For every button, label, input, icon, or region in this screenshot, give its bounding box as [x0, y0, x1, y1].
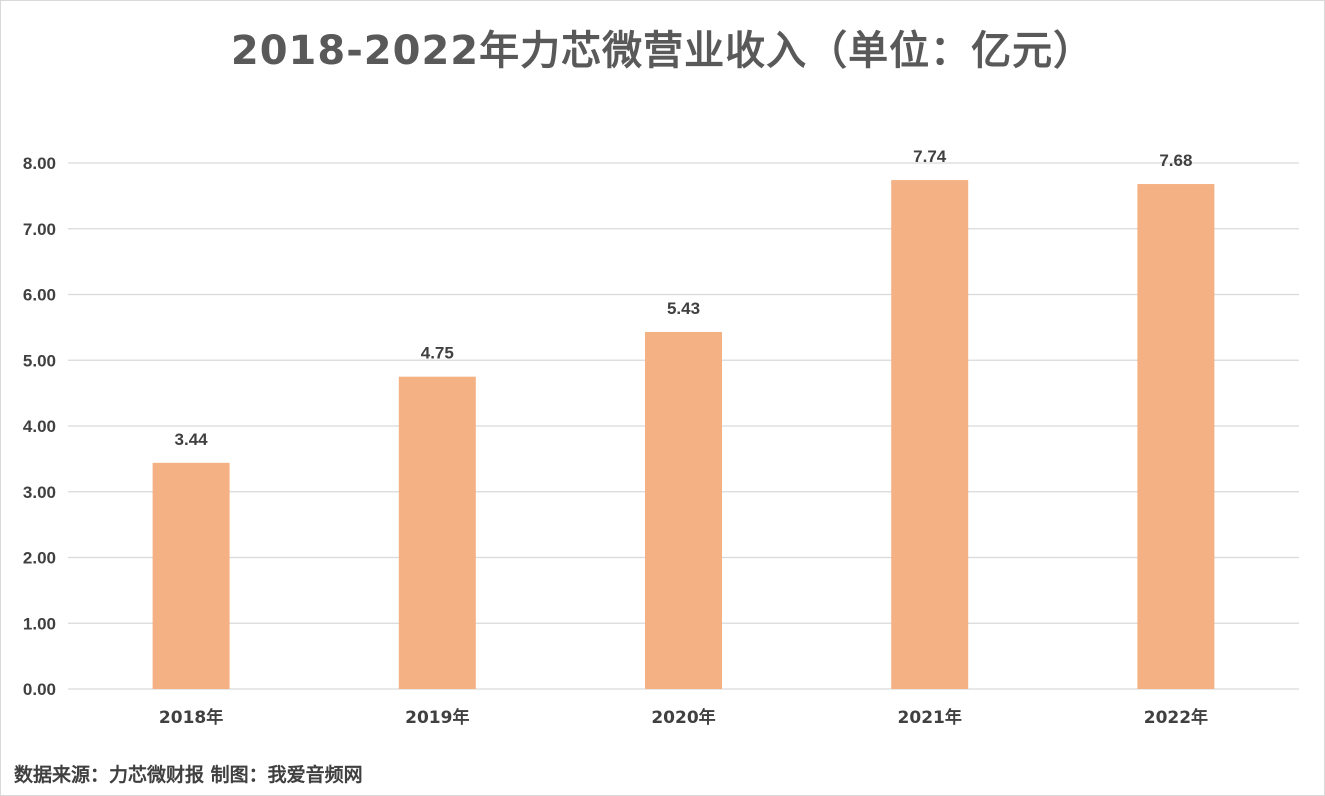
data-label: 3.44: [175, 430, 209, 449]
y-tick-label: 3.00: [23, 483, 56, 502]
bar: [1137, 184, 1215, 690]
bar: [152, 462, 230, 689]
data-label: 7.68: [1159, 151, 1192, 170]
chart-title: 2018-2022年力芯微营业收入（单位：亿元）: [230, 28, 1095, 74]
bars: [152, 180, 1215, 690]
y-tick-label: 2.00: [23, 549, 56, 568]
bar: [645, 331, 722, 689]
y-tick-label: 4.00: [23, 417, 56, 436]
y-tick-label: 1.00: [23, 614, 56, 633]
y-tick-label: 6.00: [23, 286, 56, 305]
y-tick-label: 0.00: [23, 680, 56, 699]
y-tick-label: 8.00: [23, 154, 56, 173]
x-tick-label: 2018年: [159, 707, 223, 728]
data-labels: 3.44 4.75 5.43 7.74 7.68: [175, 147, 1193, 449]
x-tick-label: 2021年: [898, 707, 962, 728]
x-axis-ticks: 2018年 2019年 2020年 2021年 2022年: [159, 707, 1208, 728]
data-label: 4.75: [421, 344, 454, 363]
x-tick-label: 2020年: [651, 707, 715, 728]
y-tick-label: 5.00: [23, 351, 56, 370]
x-tick-label: 2022年: [1144, 707, 1208, 728]
x-tick-label: 2019年: [405, 707, 469, 728]
source-note: 数据来源：力芯微财报 制图：我爱音频网: [14, 764, 363, 786]
y-axis-ticks: 0.00 1.00 2.00 3.00 4.00 5.00 6.00 7.00 8.00: [23, 154, 56, 699]
bar: [398, 376, 476, 689]
bar: [891, 180, 969, 689]
data-label: 5.43: [667, 299, 700, 318]
y-tick-label: 7.00: [23, 220, 56, 239]
data-label: 7.74: [913, 147, 947, 166]
